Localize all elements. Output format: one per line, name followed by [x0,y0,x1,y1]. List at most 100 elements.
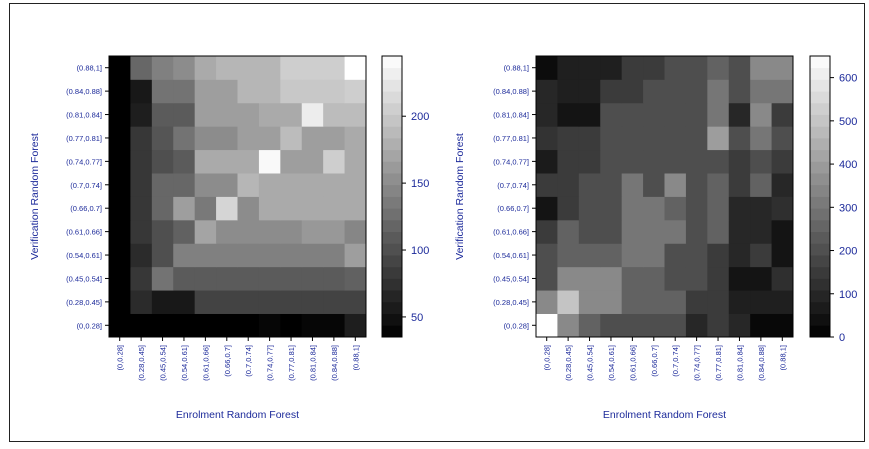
y-tick-label: (0.54,0.61] [493,251,529,260]
x-tick-label: (0.45,0.54] [159,345,168,381]
heatmap-cell [643,102,665,127]
heatmap-cell [600,126,623,151]
x-tick-label: (0.84,0.88] [757,345,766,381]
heatmap-cell [323,290,345,314]
heatmap-cell [323,196,345,221]
heatmap-cell [578,266,601,291]
heatmap-cell [301,79,324,104]
heatmap-cell [578,149,601,174]
heatmap-cell [536,290,558,314]
heatmap-cell [750,173,772,197]
colorbar-border [809,55,831,338]
heatmap-cell [194,102,217,127]
colorbar-step [382,325,402,338]
heatmap-cell [621,126,644,151]
heatmap-cell [707,56,730,80]
heatmap-cell [194,196,217,221]
heatmap-cell [578,196,601,221]
heatmap-cell [151,243,174,268]
heatmap-cell [258,290,281,314]
colorbar-step [810,243,830,256]
colorbar-step [810,114,830,127]
heatmap-cell [280,149,303,174]
heatmap-cell [301,219,324,244]
colorbar-step [810,149,830,162]
heatmap-cell [237,126,260,151]
colorbar-step [382,114,402,127]
heatmap-cell [557,149,580,174]
x-tick-label: (0,0.28] [543,345,552,370]
heatmap-cell [323,219,345,244]
heatmap-cell [536,56,558,80]
heatmap-cell [664,149,687,174]
colorbar-step [382,137,402,151]
colorbar-step [382,56,402,69]
y-tick-label: (0.7,0.74] [497,181,529,190]
heatmap-cell [194,219,217,244]
colorbar-step [810,255,830,268]
heatmap-cell [536,266,558,291]
heatmap-cell [323,102,345,127]
heatmap-cell [536,149,558,174]
heatmap-cell [109,102,131,127]
colorbar-border [381,55,403,338]
heatmap-cell [643,243,665,268]
heatmap-cell [664,102,687,127]
heatmap-cell [323,173,345,197]
y-tick-label: (0.45,0.54] [493,274,529,283]
colorbar-step [810,67,830,80]
heatmap-cell [344,102,367,127]
heatmap-cell [557,290,580,314]
heatmap-cell [130,196,153,221]
heatmap-cell [130,266,153,291]
heatmap-cell [130,149,153,174]
heatmap-cell [707,173,730,197]
heatmap-cell [685,313,708,338]
heatmap-cell [707,149,730,174]
heatmap-cell [643,219,665,244]
heatmap-cell [621,266,644,291]
heatmap-cell [536,313,558,338]
x-tick-label: (0.74,0.77] [266,345,275,381]
heatmap-cell [258,219,281,244]
heatmap-cell [194,173,217,197]
heatmap-cell [173,243,196,268]
colorbar-step [810,301,830,314]
colorbar-tick-label: 100 [839,289,857,301]
y-tick-label: (0.28,0.45] [493,298,529,307]
heatmap-cell [557,196,580,221]
heatmap-cell [109,266,131,291]
x-tick-label: (0.77,0.81] [714,345,723,381]
heatmap-cell [173,102,196,127]
colorbar-step [810,313,830,326]
heatmap-cell [771,149,794,174]
heatmap-cell [707,219,730,244]
heatmap-cell [685,219,708,244]
heatmap-cell [194,149,217,174]
colorbar-step [810,126,830,139]
heatmap-cell [323,243,345,268]
heatmap-cell [237,56,260,80]
heatmap-cell [621,79,644,104]
heatmap-cell [109,219,131,244]
colorbar-tick-label: 50 [411,312,423,324]
heatmap-cell [750,79,772,104]
heatmap-cell [216,266,238,291]
heatmap-cell [323,149,345,174]
heatmap-cell [130,56,153,80]
colorbar-step [382,255,402,268]
heatmap-cell [237,196,260,221]
heatmap-cell [536,173,558,197]
heatmap-cell [578,126,601,151]
heatmap-cell [301,56,324,80]
colorbar-tick-label: 200 [839,246,857,258]
colorbar-step [382,290,402,303]
heatmap-cell [323,313,345,338]
heatmap-cell [771,79,794,104]
heatmap-cell [728,219,751,244]
colorbar-step [382,79,402,92]
heatmap-cell [750,266,772,291]
heatmap-cell [728,196,751,221]
heatmap-cell [600,56,623,80]
heatmap-cell [557,243,580,268]
